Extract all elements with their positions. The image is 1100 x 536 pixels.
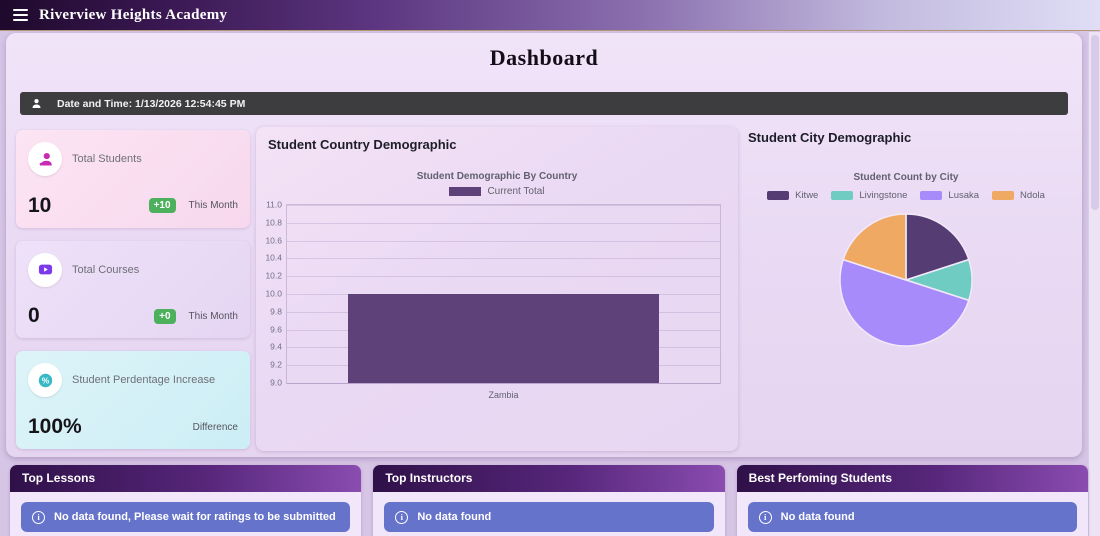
y-tick-label: 10.8 xyxy=(265,217,282,228)
legend-swatch xyxy=(767,191,790,200)
alert-text: No data found xyxy=(417,511,492,523)
main-container: Dashboard Date and Time: 1/13/2026 12:54… xyxy=(6,33,1082,457)
page-title: Dashboard xyxy=(489,45,599,70)
stat-badge: +10 xyxy=(148,198,176,214)
legend-label: Livingstone xyxy=(859,190,908,201)
user-icon xyxy=(32,99,41,108)
no-data-alert: i No data found xyxy=(747,502,1077,532)
legend-item-current-total[interactable]: Current Total xyxy=(449,186,545,197)
info-icon: i xyxy=(32,510,45,524)
panel-header: Top Instructors xyxy=(373,465,725,492)
pie-chart-title: Student Count by City xyxy=(853,172,959,183)
stat-label: Total Students xyxy=(72,153,142,165)
bar-x-axis-label: Zambia xyxy=(488,390,519,400)
stat-period: This Month xyxy=(188,200,238,212)
legend-item-lusaka[interactable]: Lusaka xyxy=(920,190,979,201)
legend-label: Lusaka xyxy=(948,190,980,201)
y-tick-label: 10.0 xyxy=(265,288,282,299)
legend-label: Ndola xyxy=(1020,190,1045,201)
pie-slice-ndola[interactable] xyxy=(842,213,907,282)
y-tick-label: 10.2 xyxy=(265,270,282,281)
legend-swatch xyxy=(920,191,943,200)
no-data-alert: i No data found, Please wait for ratings… xyxy=(21,502,351,532)
legend-item-livingstone[interactable]: Livingstone xyxy=(831,190,907,201)
stat-card-percentage-increase[interactable]: % Student Perdentage Increase 100% Diffe… xyxy=(16,351,250,450)
y-tick-label: 10.6 xyxy=(265,235,282,246)
pie-chart xyxy=(738,209,1074,351)
stat-period: This Month xyxy=(188,310,238,322)
best-performing-students-panel: Best Perfoming Students i No data found xyxy=(736,465,1088,536)
legend-swatch xyxy=(992,191,1015,200)
dashboard-content: Total Students 10 +10 This Month xyxy=(14,127,1074,451)
courses-icon xyxy=(28,252,62,287)
top-lessons-panel: Top Lessons i No data found, Please wait… xyxy=(10,465,362,536)
pie-chart-legend: Kitwe Livingstone Lusaka Ndola xyxy=(738,190,1074,201)
bar-chart-title: Student Demographic By Country xyxy=(416,171,578,182)
legend-label: Kitwe xyxy=(795,190,819,201)
svg-text:%: % xyxy=(41,376,49,386)
stat-card-total-students[interactable]: Total Students 10 +10 This Month xyxy=(16,130,250,228)
pie-slice-kitwe[interactable] xyxy=(905,213,970,282)
datetime-text: Date and Time: 1/13/2026 12:54:45 PM xyxy=(57,97,246,110)
legend-item-kitwe[interactable]: Kitwe xyxy=(767,190,818,201)
panel-header: Best Perfoming Students xyxy=(736,465,1088,492)
y-tick-label: 9.4 xyxy=(270,341,282,352)
legend-item-ndola[interactable]: Ndola xyxy=(992,190,1045,201)
top-instructors-panel: Top Instructors i No data found xyxy=(373,465,725,536)
stat-card-total-courses[interactable]: Total Courses 0 +0 This Month xyxy=(16,240,250,339)
legend-swatch xyxy=(831,191,854,200)
stat-label: Student Perdentage Increase xyxy=(72,374,216,387)
bar-zambia[interactable] xyxy=(347,294,660,383)
bar-chart-legend: Current Total xyxy=(256,186,738,197)
pie-chart-svg[interactable] xyxy=(835,209,977,351)
scrollbar-thumb[interactable] xyxy=(1090,35,1099,210)
pie-slice-lusaka[interactable] xyxy=(839,258,970,347)
students-icon xyxy=(28,142,62,176)
city-demographic-panel: Student City Demographic Student Count b… xyxy=(738,127,1074,451)
alert-text: No data found xyxy=(780,511,855,523)
y-tick-label: 9.8 xyxy=(270,306,282,317)
bottom-row: Top Lessons i No data found, Please wait… xyxy=(10,465,1088,536)
y-tick-label: 9.2 xyxy=(270,359,282,370)
stat-badge: +0 xyxy=(154,308,176,324)
panel-title: Student Country Demographic xyxy=(268,137,457,152)
country-demographic-panel: Student Country Demographic Student Demo… xyxy=(256,127,738,451)
stat-value: 10 xyxy=(28,193,52,217)
stats-column: Total Students 10 +10 This Month xyxy=(14,127,250,451)
info-icon: i xyxy=(758,510,772,524)
stat-label: Total Courses xyxy=(72,263,140,276)
alert-text: No data found, Please wait for ratings t… xyxy=(54,511,336,523)
panel-title: Student City Demographic xyxy=(748,130,912,145)
stat-period: Difference xyxy=(192,421,238,433)
no-data-alert: i No data found xyxy=(384,502,714,532)
y-tick-label: 11.0 xyxy=(266,199,282,210)
panel-header: Top Lessons xyxy=(10,465,362,492)
legend-label: Current Total xyxy=(487,186,545,197)
stat-value: 0 xyxy=(28,304,40,328)
y-tick-label: 9.6 xyxy=(270,324,282,335)
bar-chart-plot: 11.0 10.8 10.6 10.4 10.2 10.0 9.8 9.6 9.4 9.2 9.0 xyxy=(265,200,721,388)
top-bar: Riverview Heights Academy xyxy=(0,0,1100,31)
info-icon: i xyxy=(395,510,409,524)
y-tick-label: 9.0 xyxy=(270,377,282,388)
legend-swatch xyxy=(449,187,482,196)
percentage-icon: % xyxy=(28,363,62,398)
vertical-scrollbar[interactable] xyxy=(1088,32,1100,536)
app-title: Riverview Heights Academy xyxy=(39,6,228,23)
y-tick-label: 10.4 xyxy=(265,252,282,263)
menu-icon[interactable] xyxy=(13,9,28,21)
stat-value: 100% xyxy=(28,415,82,439)
datetime-bar: Date and Time: 1/13/2026 12:54:45 PM xyxy=(20,92,1068,115)
